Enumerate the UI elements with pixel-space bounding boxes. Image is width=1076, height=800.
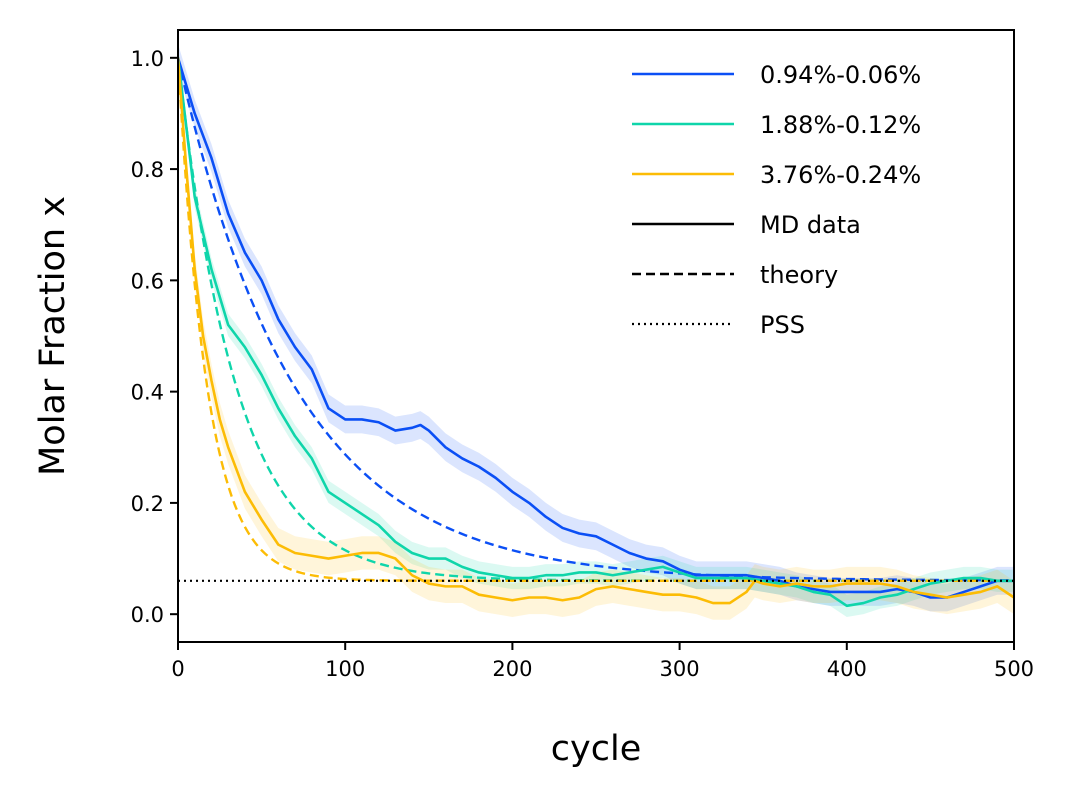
- md-line-0.94%-0.06%: [178, 57, 1014, 599]
- x-axis-ticks: 0 100 200 300 400 500: [171, 642, 1034, 681]
- y-tick-label: 0.6: [131, 269, 164, 293]
- y-axis-label: Molar Fraction x: [33, 196, 73, 476]
- x-axis-label: cycle: [551, 729, 641, 769]
- x-tick-label: 100: [325, 657, 365, 681]
- x-tick-label: 0: [171, 657, 184, 681]
- legend-label: 3.76%-0.24%: [760, 161, 921, 189]
- legend-label: 1.88%-0.12%: [760, 111, 921, 139]
- y-tick-label: 0.0: [131, 603, 164, 627]
- md-line-1.88%-0.12%: [178, 57, 1014, 608]
- y-axis-ticks: 0.0 0.2 0.4 0.6 0.8 1.0: [131, 47, 178, 627]
- y-tick-label: 0.2: [131, 492, 164, 516]
- legend-label: theory: [760, 261, 838, 289]
- legend-label: 0.94%-0.06%: [760, 61, 921, 89]
- legend-label: PSS: [760, 311, 805, 339]
- x-tick-label: 500: [994, 657, 1034, 681]
- y-tick-label: 0.8: [131, 158, 164, 182]
- x-tick-label: 400: [827, 657, 867, 681]
- theory-line-0.94%-0.06%: [178, 57, 1014, 582]
- y-tick-label: 0.4: [131, 381, 164, 405]
- x-tick-label: 300: [660, 657, 700, 681]
- plot-frame: [177, 29, 1015, 643]
- legend-label: MD data: [760, 211, 861, 239]
- legend: 0.94%-0.06% 1.88%-0.12% 3.76%-0.24% MD data…: [632, 61, 921, 339]
- md-data-curves: [178, 57, 1014, 608]
- md-line-3.76%-0.24%: [178, 57, 1014, 605]
- x-tick-label: 200: [492, 657, 532, 681]
- y-tick-label: 1.0: [131, 47, 164, 71]
